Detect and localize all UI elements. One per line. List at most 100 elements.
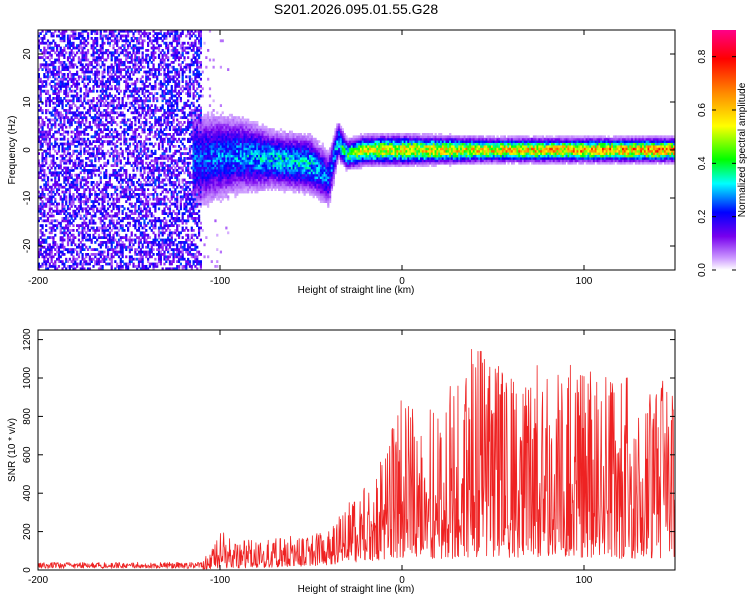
heatmap-cell <box>56 173 59 177</box>
heatmap-cell <box>105 255 108 259</box>
heatmap-cell <box>167 46 170 50</box>
heatmap-cell <box>163 128 166 131</box>
heatmap-cell <box>116 231 119 235</box>
heatmap-cell <box>59 82 62 86</box>
heatmap-cell <box>96 200 99 203</box>
heatmap-cell <box>99 265 102 268</box>
heatmap-cell <box>196 68 199 71</box>
heatmap-cell <box>110 30 113 33</box>
heatmap-cell <box>65 214 68 218</box>
heatmap-cell <box>70 253 73 256</box>
heatmap-cell <box>188 92 192 95</box>
heatmap-cell <box>159 30 162 33</box>
heatmap-cell <box>45 135 48 139</box>
heatmap-cell <box>45 32 48 35</box>
heatmap-cell <box>137 39 141 43</box>
heatmap-cell <box>194 221 197 225</box>
heatmap-cell <box>63 82 66 86</box>
heatmap-cell <box>54 116 57 119</box>
heatmap-cell <box>70 140 73 143</box>
heatmap-cell <box>188 250 192 254</box>
heatmap-cell <box>116 200 119 203</box>
heatmap-cell <box>79 121 82 124</box>
heatmap-cell <box>99 130 102 134</box>
heatmap-cell <box>41 85 44 88</box>
heatmap-cell <box>110 219 113 223</box>
heatmap-cell <box>97 94 101 98</box>
heatmap-cell <box>39 125 42 129</box>
heatmap-cell <box>201 154 204 158</box>
heatmap-cell <box>163 152 166 155</box>
heatmap-cell <box>108 116 111 119</box>
heatmap-cell <box>159 226 162 230</box>
heatmap-cell <box>114 161 117 165</box>
heatmap-cell <box>170 173 173 177</box>
heatmap-cell <box>174 205 177 208</box>
heatmap-cell <box>172 89 175 93</box>
heatmap-cell <box>48 185 51 189</box>
heatmap-cell <box>41 125 44 129</box>
heatmap-cell <box>181 89 184 93</box>
heatmap-cell <box>172 118 175 122</box>
heatmap-cell <box>94 65 97 69</box>
heatmap-cell <box>150 173 153 177</box>
heatmap-cell <box>201 169 204 172</box>
heatmap-cell <box>148 106 152 110</box>
heatmap-cell <box>139 145 142 148</box>
heatmap-cell <box>41 159 44 163</box>
heatmap-cell <box>108 142 111 146</box>
heatmap-cell <box>54 68 57 71</box>
heatmap-cell <box>177 267 181 270</box>
heatmap-cell <box>57 58 61 62</box>
heatmap-cell <box>39 116 42 119</box>
heatmap-cell <box>192 121 195 124</box>
heatmap-cell <box>83 65 86 69</box>
heatmap-cell <box>128 255 132 259</box>
heatmap-cell <box>110 164 113 167</box>
heatmap-cell <box>145 70 148 74</box>
heatmap-cell <box>121 250 124 254</box>
heatmap-cell <box>181 166 184 170</box>
heatmap-cell <box>38 255 41 259</box>
heatmap-cell <box>45 56 48 59</box>
heatmap-cell <box>74 159 77 163</box>
heatmap-cell <box>70 130 73 134</box>
heatmap-cell <box>150 212 153 215</box>
heatmap-cell <box>181 195 184 199</box>
heatmap-cell <box>105 87 108 91</box>
heatmap-cell <box>125 49 128 52</box>
heatmap-cell <box>172 169 175 172</box>
heatmap-cell <box>165 75 168 79</box>
heatmap-cell <box>99 121 102 124</box>
heatmap-cell <box>174 159 177 163</box>
heatmap-cell <box>132 161 135 165</box>
heatmap-cell <box>125 58 128 62</box>
heatmap-cell <box>167 63 170 67</box>
heatmap-cell <box>101 207 104 211</box>
heatmap-cell <box>101 37 104 40</box>
heatmap-cell <box>61 63 64 67</box>
heatmap-cell <box>188 68 192 71</box>
heatmap-cell <box>59 101 62 105</box>
heatmap-cell <box>132 87 135 91</box>
heatmap-cell <box>199 109 202 112</box>
heatmap-cell <box>121 118 124 122</box>
heatmap-cell <box>147 44 150 47</box>
heatmap-cell <box>116 130 119 134</box>
heatmap-cell <box>181 109 184 112</box>
heatmap-cell <box>68 190 71 194</box>
heatmap-cell <box>114 130 117 134</box>
heatmap-cell <box>70 243 73 247</box>
heatmap-cell <box>165 257 168 261</box>
heatmap-cell <box>97 202 101 206</box>
heatmap-cell <box>72 193 75 196</box>
heatmap-cell <box>63 253 66 256</box>
heatmap-cell <box>141 236 144 239</box>
heatmap-cell <box>167 44 170 47</box>
heatmap-cell <box>76 130 79 134</box>
heatmap-cell <box>76 128 79 131</box>
heatmap-cell <box>174 190 177 194</box>
heatmap-cell <box>66 171 70 175</box>
heatmap-cell <box>196 135 199 139</box>
heatmap-cell <box>88 212 91 215</box>
